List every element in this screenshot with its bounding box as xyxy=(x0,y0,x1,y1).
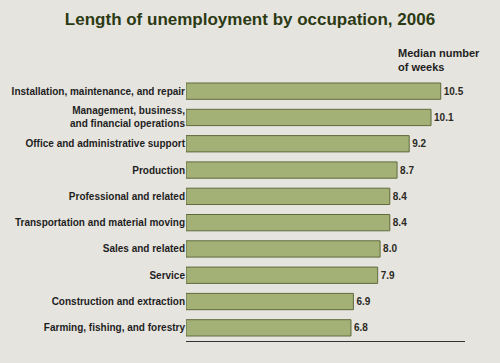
svg-text:Farming, fishing, and forestry: Farming, fishing, and forestry xyxy=(44,322,186,333)
svg-text:9.2: 9.2 xyxy=(412,138,426,149)
svg-text:Construction and extraction: Construction and extraction xyxy=(52,296,185,307)
svg-text:Median numberof weeks: Median numberof weeks xyxy=(398,47,480,73)
svg-text:6.9: 6.9 xyxy=(356,296,370,307)
svg-text:8.0: 8.0 xyxy=(383,243,397,254)
svg-text:Installation, maintenance, and: Installation, maintenance, and repair xyxy=(12,86,185,97)
svg-text:Professional and related: Professional and related xyxy=(69,191,185,202)
svg-text:Length of unemployment by occu: Length of unemployment by occupation, 20… xyxy=(65,10,435,29)
svg-text:8.4: 8.4 xyxy=(393,191,407,202)
svg-text:7.9: 7.9 xyxy=(381,270,395,281)
svg-text:Management, business,and finan: Management, business,and financial opera… xyxy=(70,105,185,129)
svg-text:Production: Production xyxy=(132,165,185,176)
svg-text:8.4: 8.4 xyxy=(393,217,407,228)
svg-text:8.7: 8.7 xyxy=(400,165,414,176)
svg-text:10.1: 10.1 xyxy=(434,112,454,123)
svg-text:Service: Service xyxy=(149,270,185,281)
svg-text:Sales and related: Sales and related xyxy=(103,243,185,254)
svg-text:Office and administrative supp: Office and administrative support xyxy=(26,138,186,149)
svg-text:Transportation and material mo: Transportation and material moving xyxy=(15,217,185,228)
svg-text:6.8: 6.8 xyxy=(354,322,368,333)
svg-text:10.5: 10.5 xyxy=(444,86,464,97)
